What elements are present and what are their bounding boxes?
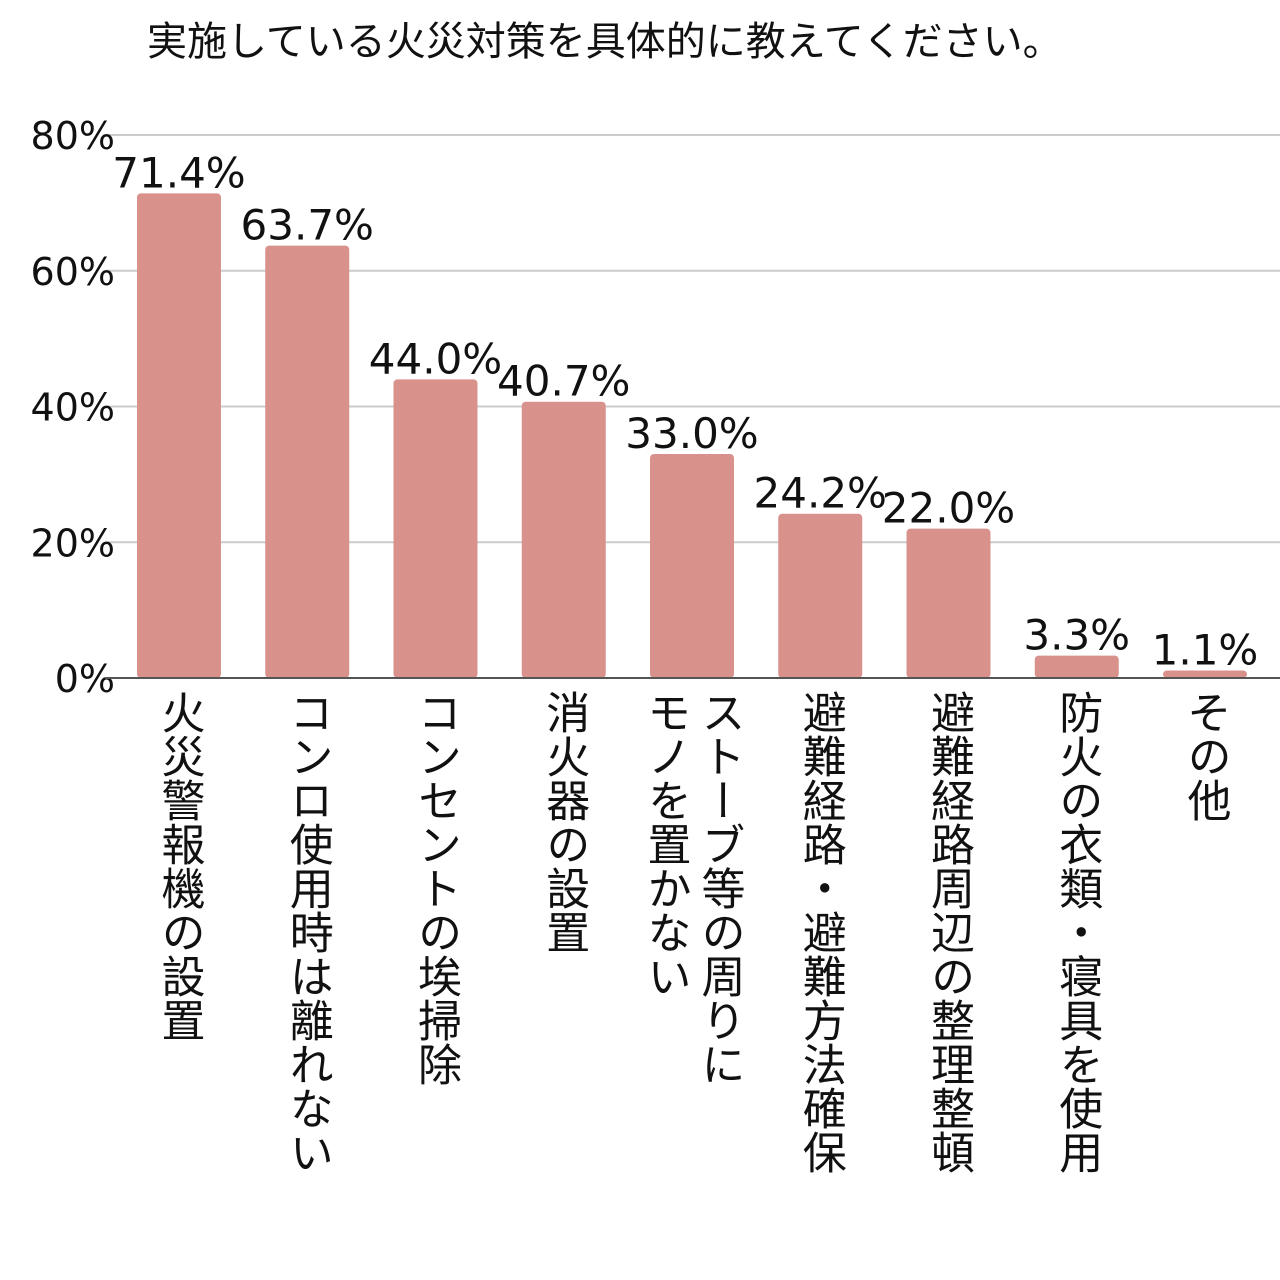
bar [137,193,221,678]
data-label: 24.2% [754,469,887,518]
bar [906,528,991,678]
category-label: 消火器の設置 [538,690,589,954]
data-label: 40.7% [497,357,630,406]
category-label: ストーブ等の周りに [694,690,745,1086]
bar [1163,670,1247,678]
bar [521,401,606,678]
category-labels: 火災警報機の設置 コンロ使用時は離れない コンセントの埃掃除 消火器の設置 ストーブ等の… [154,690,1232,1174]
category-label: モノを置かない [640,690,691,998]
y-tick-label: 60% [31,250,115,294]
bar [650,454,734,678]
category-label: その他 [1180,690,1232,822]
y-tick-label: 80% [31,114,115,158]
data-labels: 71.4%63.7% 44.0%40.7%33.0% 24.2%22.0% 3.3% 1… [112,148,1258,674]
category-label: 火災警報機の設置 [154,690,205,1042]
bar [778,513,863,678]
category-label: 防火の衣類・寝具を使用 [1051,690,1103,1174]
y-tick-label: 40% [31,386,115,430]
data-label: 3.3% [1023,611,1130,660]
y-tick-label: 20% [31,521,115,565]
category-label: 避難経路・避難方法確保 [795,690,846,1174]
bar [265,245,350,679]
data-label: 1.1% [1152,626,1259,675]
y-tick-label: 0% [55,657,115,701]
data-label: 71.4% [112,148,245,197]
category-label: コンロ使用時は離れない [282,690,334,1174]
data-label: 22.0% [882,484,1015,533]
data-label: 44.0% [369,334,502,383]
data-label: 33.0% [625,409,758,458]
bars [137,193,1247,679]
bar [393,379,478,678]
category-label: コンセントの埃掃除 [410,690,461,1086]
bar [1034,655,1119,678]
category-label: 避難経路周辺の整理整頓 [923,690,974,1174]
data-label: 63.7% [241,201,374,250]
y-axis-ticks: 0% 20% 40% 60% 80% [31,114,115,701]
chart-title: 実施している火災対策を具体的に教えてください。 [147,19,1063,65]
